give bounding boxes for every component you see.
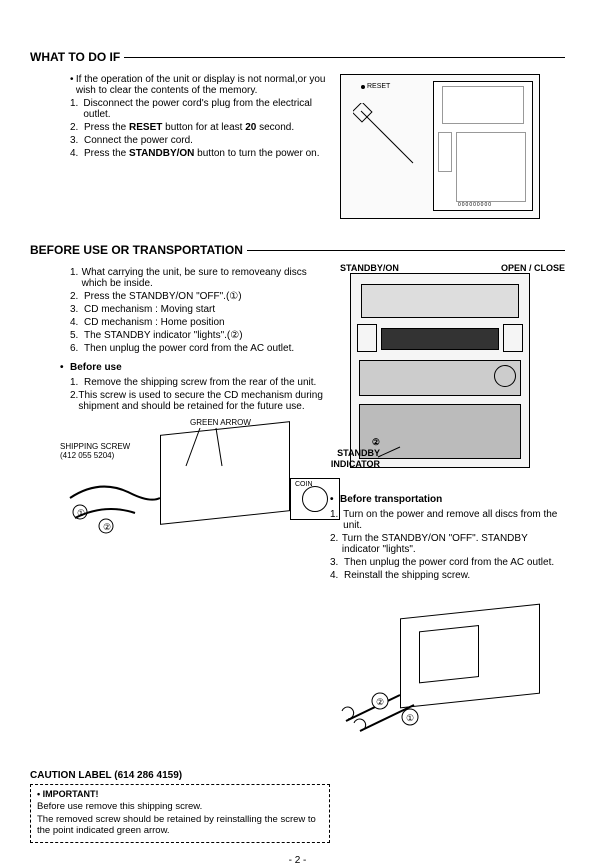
before-trans-heading: Before transportation <box>340 494 442 505</box>
step-row: 3.CD mechanism : Moving start <box>70 304 330 315</box>
heading-rule <box>124 57 565 58</box>
heading-text: BEFORE USE OR TRANSPORTATION <box>30 243 243 257</box>
reset-label: RESET <box>361 83 390 90</box>
dot-icon <box>361 85 365 89</box>
display-panel <box>381 328 499 350</box>
important-label: • IMPORTANT! <box>37 789 323 799</box>
step-row: 1.Remove the shipping screw from the rea… <box>70 377 330 388</box>
step-row: 2.Press the RESET button for at least 20… <box>70 122 330 133</box>
step-text: Then unplug the power cord from the AC o… <box>84 343 294 354</box>
step-text: Press the STANDBY/ON button to turn the … <box>84 148 320 159</box>
section-heading-before-use: BEFORE USE OR TRANSPORTATION <box>30 243 565 259</box>
indicator-leader <box>374 443 404 463</box>
control-panel <box>359 360 521 396</box>
step-row: 6.Then unplug the power cord from the AC… <box>70 343 330 354</box>
right-button-group <box>503 324 523 352</box>
caution-box: • IMPORTANT! Before use remove this ship… <box>30 784 330 843</box>
leader-lines <box>156 426 276 516</box>
left-button-group <box>357 324 377 352</box>
unit-back-panel: 000000000 <box>433 81 533 211</box>
section2-content: 1.What carrying the unit, be sure to rem… <box>30 267 565 746</box>
step-text: What carrying the unit, be sure to remov… <box>82 267 330 289</box>
step-row: 3.Connect the power cord. <box>70 135 330 146</box>
caution-heading: CAUTION LABEL (614 286 4159) <box>30 770 565 781</box>
before-use-heading: •Before use <box>60 362 330 373</box>
step-text: This screw is used to secure the CD mech… <box>78 390 330 412</box>
svg-text:①: ① <box>77 508 85 518</box>
section1-content: • If the operation of the unit or displa… <box>30 74 565 219</box>
caution-line: The removed screw should be retained by … <box>37 814 323 836</box>
step-row: 2.This screw is used to secure the CD me… <box>70 390 330 412</box>
standby-indicator-label: ② STANDBY INDICATOR <box>324 437 380 470</box>
step-row: 4.Press the STANDBY/ON button to turn th… <box>70 148 330 159</box>
cd-tray <box>361 284 519 318</box>
heading-text: WHAT TO DO IF <box>30 50 120 64</box>
step-text: Then unplug the power cord from the AC o… <box>344 557 554 568</box>
open-close-label: OPEN / CLOSE <box>501 263 565 273</box>
coin-icon <box>302 486 328 512</box>
step-text: Turn on the power and remove all discs f… <box>343 509 565 531</box>
reset-label-text: RESET <box>367 83 390 90</box>
step-text: Reinstall the shipping screw. <box>344 570 470 581</box>
step-row: 1.Disconnect the power cord's plug from … <box>70 98 330 120</box>
step-text: CD mechanism : Moving start <box>84 304 215 315</box>
bullet-text: If the operation of the unit or display … <box>76 74 330 96</box>
caution-line: Before use remove this shipping screw. <box>37 801 323 812</box>
step-text: Press the STANDBY/ON "OFF".(①) <box>84 291 242 302</box>
svg-text:②: ② <box>103 522 111 532</box>
step-text: Remove the shipping screw from the rear … <box>84 377 316 388</box>
step-text: Turn the STANDBY/ON "OFF". STANDBY indic… <box>342 533 565 555</box>
before-use-heading-text: Before use <box>70 362 122 373</box>
shipping-screw-diagram: GREEN ARROW SHIPPING SCREW (412 055 5204… <box>60 418 340 558</box>
step-text: Press the RESET button for at least 20 s… <box>84 122 294 133</box>
step-row: 1.What carrying the unit, be sure to rem… <box>70 267 330 289</box>
step-text: CD mechanism : Home position <box>84 317 225 328</box>
svg-text:①: ① <box>406 713 414 723</box>
heading-rule <box>247 250 565 251</box>
bullet-row: • If the operation of the unit or displa… <box>70 74 330 96</box>
screwdriver-icon <box>353 103 423 173</box>
step-text: Connect the power cord. <box>84 135 193 146</box>
svg-text:②: ② <box>376 697 384 707</box>
reinstall-screw-diagram: ② ① <box>340 601 540 746</box>
reset-diagram: RESET 000000000 <box>340 74 540 219</box>
caution-label-section: CAUTION LABEL (614 286 4159) • IMPORTANT… <box>30 770 565 843</box>
page-number: - 2 - <box>30 855 565 866</box>
step-row: 4.CD mechanism : Home position <box>70 317 330 328</box>
step-text: Disconnect the power cord's plug from th… <box>83 98 330 120</box>
screw-arrows-icon: ② ① <box>340 671 460 741</box>
step-row: 5.The STANDBY indicator "lights".(②) <box>70 330 330 341</box>
section-heading-what-to-do-if: WHAT TO DO IF <box>30 50 565 66</box>
shipping-screw-label: SHIPPING SCREW (412 055 5204) <box>60 442 130 460</box>
coin-label: COIN <box>295 481 313 488</box>
step-row: 2.Press the STANDBY/ON "OFF".(①) <box>70 291 330 302</box>
before-transportation-block: •Before transportation 1.Turn on the pow… <box>330 494 565 581</box>
step-text: The STANDBY indicator "lights".(②) <box>84 330 243 341</box>
